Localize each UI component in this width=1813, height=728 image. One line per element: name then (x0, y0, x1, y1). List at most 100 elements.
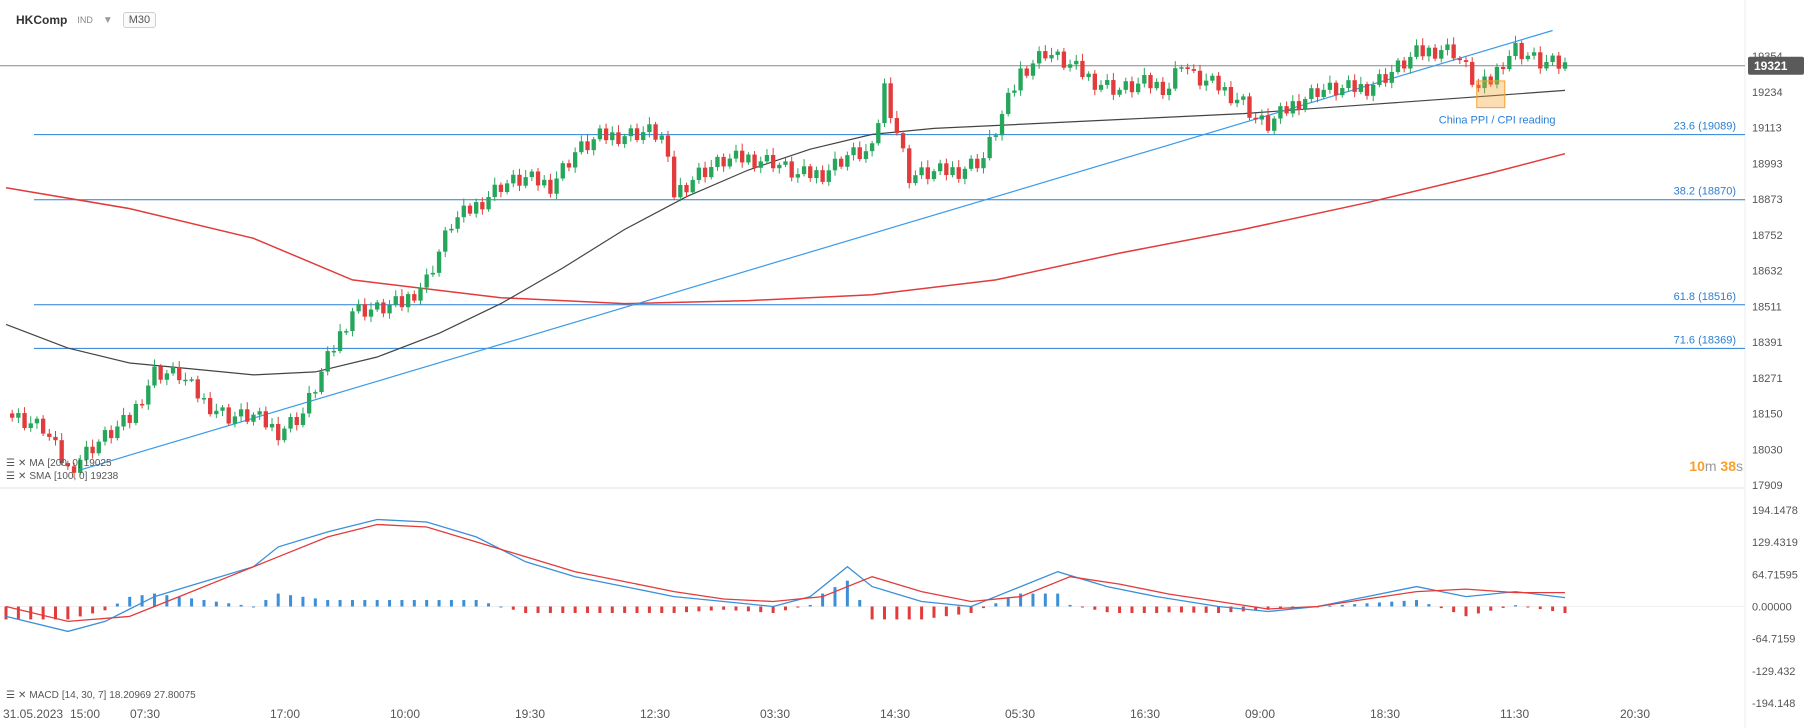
candle-body (1111, 80, 1116, 95)
candle-body (1327, 82, 1333, 90)
macd-histogram-bar (462, 600, 466, 607)
macd-histogram-bar (994, 603, 998, 607)
candle-body (257, 411, 262, 415)
macd-histogram-bar (1415, 600, 1419, 607)
candle-body (1098, 84, 1104, 90)
candle-body (430, 272, 436, 275)
close-icon[interactable]: ✕ (17, 690, 27, 701)
candle-body (201, 398, 207, 400)
macd-legend: ☰ ✕ MACD [14, 30, 7] 18.20969 27.80075 (6, 690, 196, 701)
candle-body (498, 184, 504, 192)
macd-histogram-bar (957, 606, 961, 615)
symbol-label[interactable]: HKComp (16, 13, 68, 27)
candle-body (34, 418, 40, 424)
candle-body (882, 83, 887, 124)
candle-body (313, 392, 318, 394)
macd-histogram-bar (1229, 606, 1233, 613)
candle-body (665, 135, 671, 157)
list-icon[interactable]: ☰ (6, 690, 15, 701)
chevron-down-icon[interactable]: ▼ (102, 14, 113, 26)
macd-histogram-bar (709, 606, 713, 611)
candle-body (1309, 88, 1314, 100)
candle-body (944, 163, 949, 176)
candle-body (962, 168, 968, 179)
candle-body (424, 274, 429, 288)
macd-histogram-bar (499, 606, 503, 608)
candle-body (1408, 56, 1413, 69)
macd-histogram-bar (598, 606, 602, 613)
macd-histogram-bar (920, 606, 924, 620)
macd-signal-line (5, 523, 1565, 623)
candle-body (900, 133, 906, 149)
candle-body (467, 205, 473, 214)
macd-histogram-bar (808, 604, 812, 607)
candle-body (572, 152, 578, 168)
macd-legend-params: [14, 30, 7] (61, 690, 107, 701)
candle-body (1092, 73, 1097, 90)
candle-body (777, 164, 782, 169)
candle-body (214, 410, 219, 415)
candle-body (325, 351, 330, 372)
list-icon[interactable]: ☰ (6, 471, 15, 482)
candle-body (894, 118, 900, 134)
price-axis-tick: 17909 (1752, 480, 1783, 492)
candle-body (1296, 101, 1302, 110)
macd-histogram-bar (425, 600, 429, 607)
list-icon[interactable]: ☰ (6, 458, 15, 469)
candle-body (1012, 90, 1017, 93)
candle-body (1080, 60, 1085, 78)
candle-body (1129, 81, 1135, 93)
macd-histogram-bar (1056, 593, 1060, 607)
candle-body (1197, 70, 1203, 86)
macd-histogram-bar (635, 606, 639, 613)
candle-body (183, 379, 188, 382)
macd-histogram-bar (1514, 605, 1518, 607)
candle-body (1067, 64, 1073, 68)
macd-histogram-bar (1551, 606, 1555, 612)
macd-histogram-bar (41, 606, 45, 620)
candle-body (1210, 75, 1215, 81)
event-marker (1476, 80, 1506, 109)
candle-body (1321, 89, 1326, 97)
candle-body (758, 161, 763, 168)
macd-histogram-bar (400, 600, 404, 607)
macd-histogram-bar (1019, 593, 1023, 607)
close-icon[interactable]: ✕ (17, 471, 27, 482)
candle-body (566, 163, 572, 168)
macd-histogram-bar (1217, 606, 1221, 613)
macd-histogram-bar (412, 600, 416, 607)
candle-body (1049, 54, 1054, 59)
macd-histogram-bar (746, 606, 750, 612)
macd-axis-tick: 64.71595 (1752, 569, 1798, 581)
countdown-seconds: 38 (1720, 458, 1736, 474)
macd-histogram-bar (981, 606, 985, 609)
time-axis-label: 03:30 (760, 707, 790, 721)
candle-body (504, 183, 510, 192)
candle-body (517, 174, 522, 186)
candle-body (684, 184, 689, 193)
candle-body (1204, 80, 1209, 86)
close-icon[interactable]: ✕ (17, 458, 27, 469)
macd-histogram-bar (1192, 606, 1196, 613)
candle-body (121, 414, 126, 427)
candle-body (436, 251, 442, 273)
macd-histogram-bar (561, 606, 565, 613)
candle-body (1191, 69, 1196, 71)
candle-body (993, 135, 999, 137)
candle-body (950, 167, 955, 176)
candle-body (412, 294, 417, 301)
candle-body (616, 132, 621, 145)
candle-body (90, 446, 95, 454)
candle-body (931, 171, 937, 180)
macd-histogram-bar (1155, 606, 1159, 613)
candle-body (115, 426, 120, 439)
candle-body (306, 392, 312, 414)
macd-histogram-bar (944, 606, 948, 617)
candle-body (1160, 81, 1166, 96)
candle-body (1352, 80, 1357, 92)
timeframe-select[interactable]: M30 (122, 12, 157, 28)
macd-histogram-bar (685, 606, 689, 613)
macd-histogram-bar (1353, 604, 1357, 607)
macd-histogram-bar (289, 595, 293, 607)
